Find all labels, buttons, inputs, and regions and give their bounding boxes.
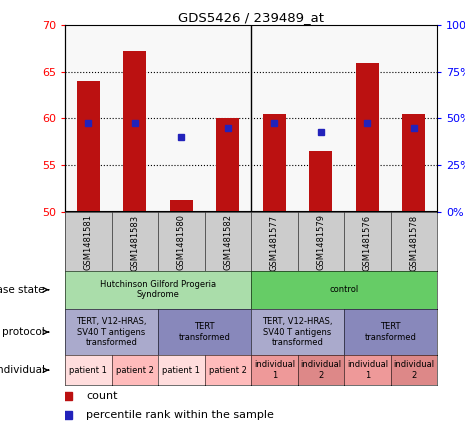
Text: Hutchinson Gilford Progeria
Syndrome: Hutchinson Gilford Progeria Syndrome xyxy=(100,280,216,299)
Text: GSM1481576: GSM1481576 xyxy=(363,214,372,271)
Bar xyxy=(309,151,332,212)
Text: percentile rank within the sample: percentile rank within the sample xyxy=(86,409,274,420)
Title: GDS5426 / 239489_at: GDS5426 / 239489_at xyxy=(178,11,324,24)
Text: GSM1481577: GSM1481577 xyxy=(270,214,279,271)
Text: TERT
transformed: TERT transformed xyxy=(365,322,417,342)
Text: TERT
transformed: TERT transformed xyxy=(179,322,231,342)
Bar xyxy=(170,201,193,212)
Bar xyxy=(77,81,100,212)
Text: control: control xyxy=(330,285,359,294)
Bar xyxy=(402,114,425,212)
Text: individual: individual xyxy=(0,365,45,375)
Bar xyxy=(216,118,239,212)
Text: TERT, V12-HRAS,
SV40 T antigens
transformed: TERT, V12-HRAS, SV40 T antigens transfor… xyxy=(262,317,333,347)
Text: disease state: disease state xyxy=(0,285,45,295)
Text: individual
2: individual 2 xyxy=(393,360,434,380)
Text: GSM1481578: GSM1481578 xyxy=(409,214,418,271)
Text: individual
1: individual 1 xyxy=(254,360,295,380)
Text: GSM1481582: GSM1481582 xyxy=(223,214,232,270)
Text: TERT, V12-HRAS,
SV40 T antigens
transformed: TERT, V12-HRAS, SV40 T antigens transfor… xyxy=(76,317,147,347)
Text: GSM1481580: GSM1481580 xyxy=(177,214,186,270)
Text: GSM1481579: GSM1481579 xyxy=(316,214,326,270)
Text: individual
2: individual 2 xyxy=(300,360,341,380)
Text: count: count xyxy=(86,390,118,401)
Text: individual
1: individual 1 xyxy=(347,360,388,380)
Bar xyxy=(356,63,379,212)
Text: protocol: protocol xyxy=(2,327,45,337)
Text: patient 2: patient 2 xyxy=(116,365,154,375)
Text: patient 2: patient 2 xyxy=(209,365,247,375)
Text: GSM1481583: GSM1481583 xyxy=(130,214,140,271)
Bar xyxy=(123,52,146,212)
Bar xyxy=(263,114,286,212)
Text: patient 1: patient 1 xyxy=(162,365,200,375)
Text: GSM1481581: GSM1481581 xyxy=(84,214,93,270)
Text: patient 1: patient 1 xyxy=(69,365,107,375)
